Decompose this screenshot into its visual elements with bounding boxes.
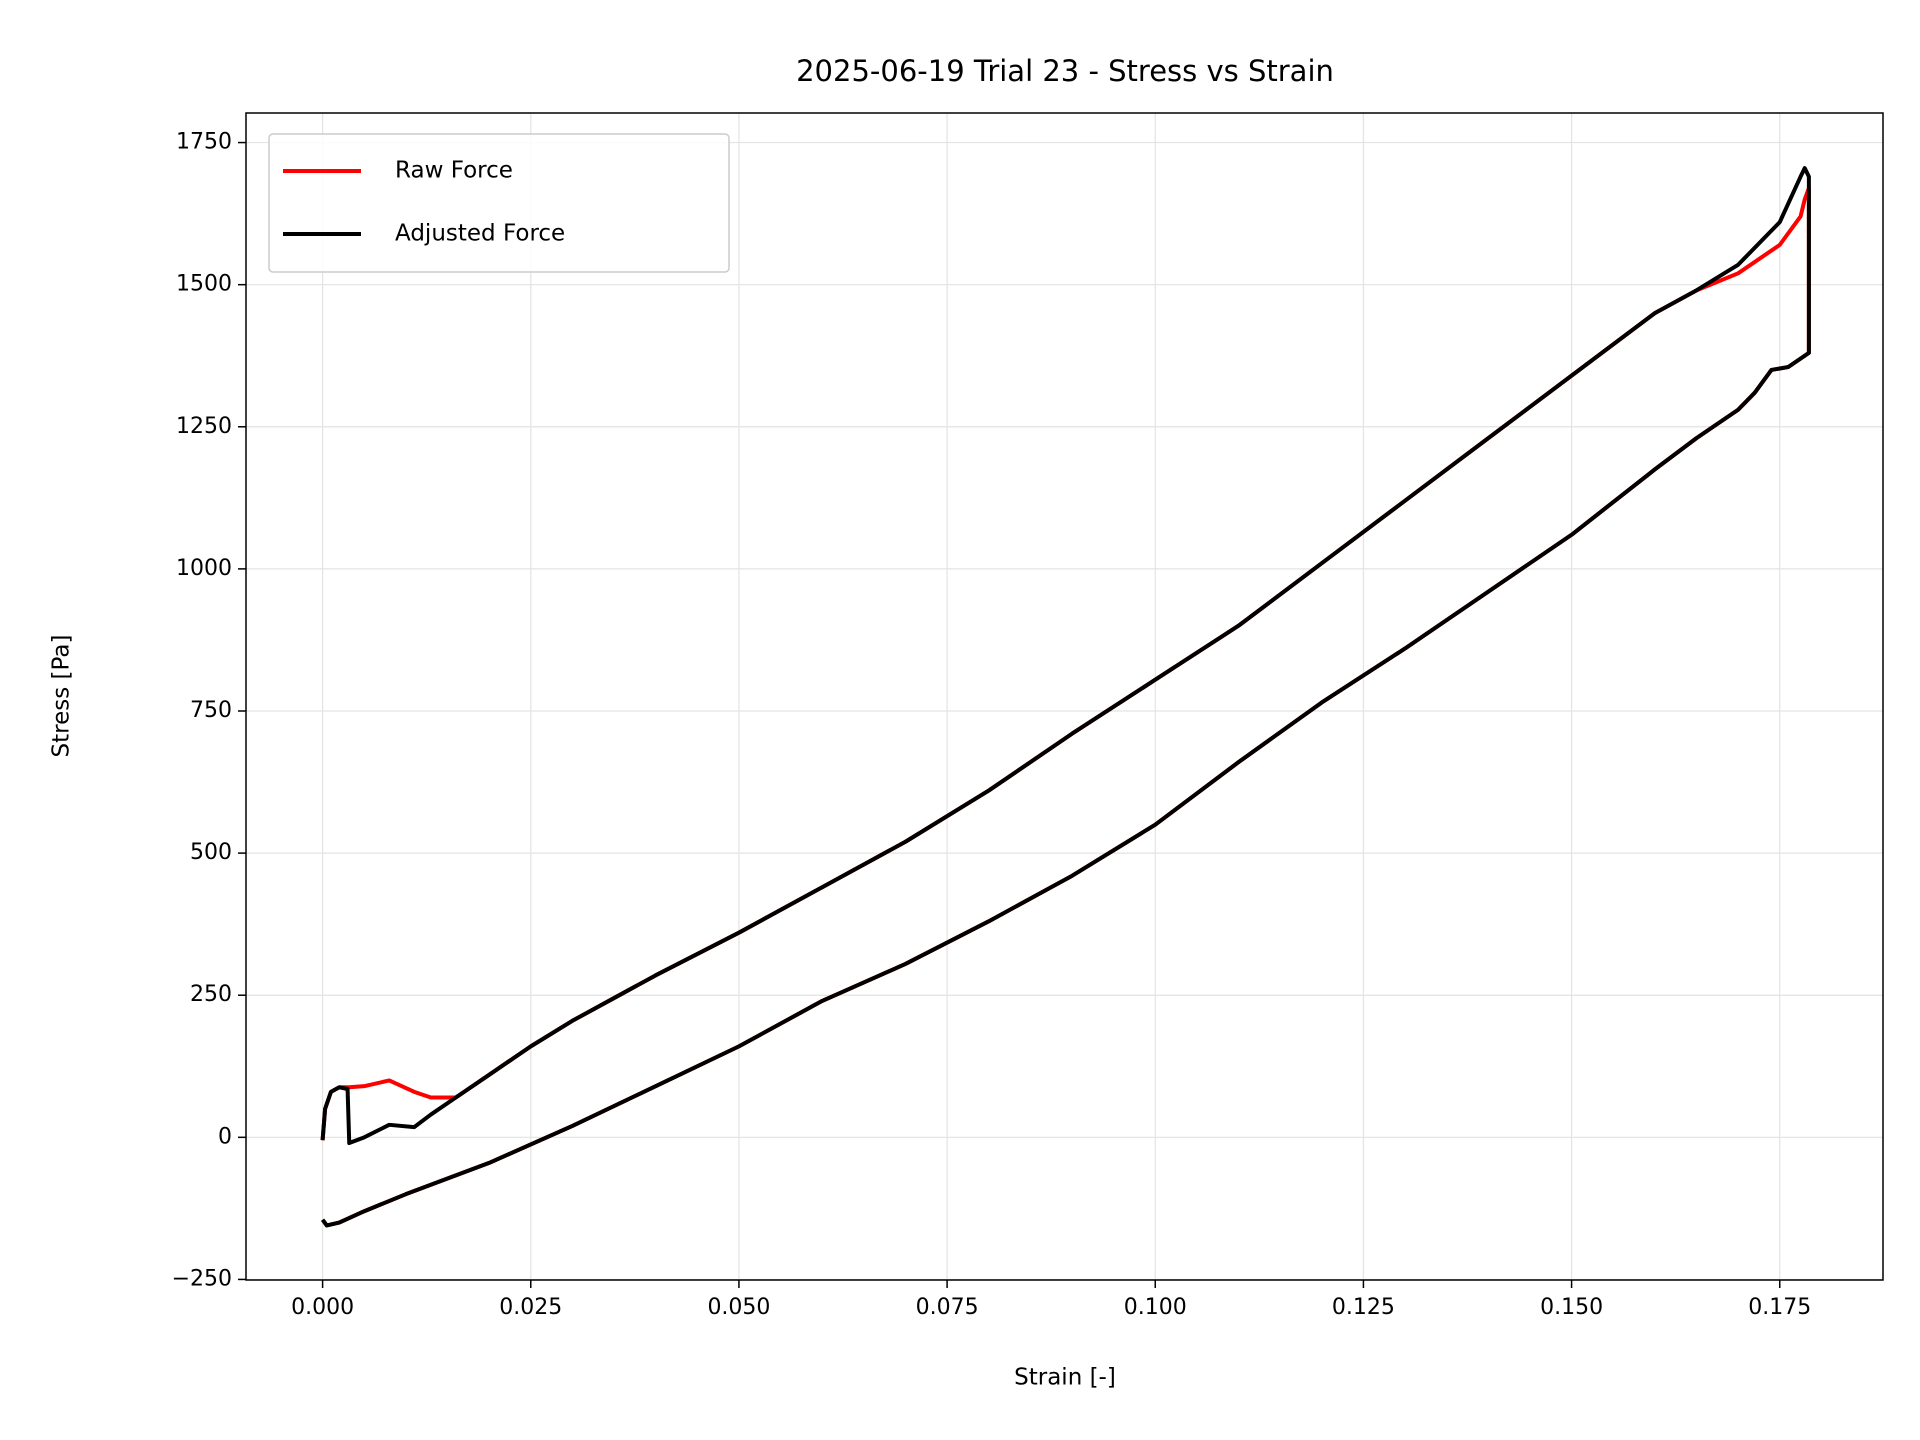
y-tick-label: 750 [190,698,232,723]
x-tick-label: 0.075 [916,1295,979,1320]
y-tick-label: 500 [190,840,232,865]
y-tick-label: −250 [172,1266,232,1291]
plot-frame [245,112,1884,1281]
y-tick-label: 1250 [176,414,232,439]
legend-label: Raw Force [395,158,513,184]
y-tick-label: 1000 [176,556,232,581]
x-tick-label: 0.125 [1332,1295,1395,1320]
x-tick-label: 0.100 [1124,1295,1187,1320]
y-tick-label: 250 [190,982,232,1007]
series-line [320,166,1811,1228]
y-tick-label: 0 [218,1124,232,1149]
x-tick-label: 0.050 [707,1295,770,1320]
x-axis-label: Strain [-] [1014,1365,1116,1391]
series-line [320,186,1811,1228]
legend-label: Adjusted Force [395,221,565,247]
x-tick-label: 0.150 [1540,1295,1603,1320]
chart-title: 2025-06-19 Trial 23 - Stress vs Strain [796,54,1334,88]
x-tick-label: 0.175 [1748,1295,1811,1320]
y-tick-label: 1500 [176,272,232,297]
x-tick-label: 0.025 [499,1295,562,1320]
x-tick-label: 0.000 [291,1295,354,1320]
y-tick-label: 1750 [176,130,232,155]
y-axis-label: Stress [Pa] [49,635,75,758]
legend-box [268,133,730,273]
